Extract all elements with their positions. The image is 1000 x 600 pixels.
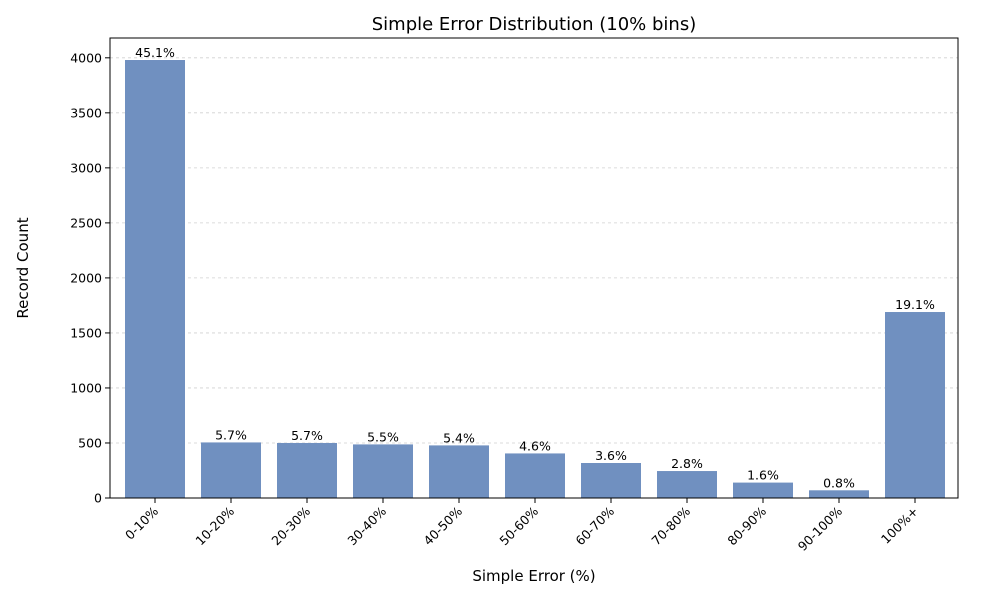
y-tick-label: 3000 — [70, 160, 102, 175]
y-axis-ticks: 0 500 1000 1500 2000 2500 3000 3500 4000 — [70, 50, 110, 506]
x-tick-label: 90-100% — [795, 503, 845, 553]
bar-data-label: 5.4% — [443, 430, 475, 445]
y-tick-label: 500 — [78, 435, 102, 450]
bar-data-label: 19.1% — [895, 297, 935, 312]
x-tick-label: 60-70% — [572, 503, 617, 548]
bars — [125, 60, 945, 498]
y-tick-label: 1500 — [70, 325, 102, 340]
x-tick-label: 20-30% — [268, 503, 313, 548]
bar-data-label: 45.1% — [135, 45, 175, 60]
bar — [809, 490, 869, 498]
x-tick-label: 50-60% — [496, 503, 541, 548]
bar-data-label: 4.6% — [519, 438, 551, 453]
y-tick-label: 4000 — [70, 50, 102, 65]
bar-data-label: 5.7% — [215, 427, 247, 442]
bar — [353, 444, 413, 498]
bar — [429, 445, 489, 498]
bar — [581, 463, 641, 498]
plot-frame — [109, 37, 959, 499]
y-tick-label: 2500 — [70, 215, 102, 230]
x-axis-ticks: 0-10% 10-20% 20-30% 30-40% 40-50% 50-60% 60-70… — [122, 498, 921, 554]
bar — [125, 60, 185, 498]
bar-data-label: 1.6% — [747, 468, 779, 483]
bar — [657, 471, 717, 498]
bar-data-label: 5.7% — [291, 428, 323, 443]
y-tick-label: 3500 — [70, 105, 102, 120]
bar — [277, 442, 337, 498]
x-tick-label: 100%+ — [878, 504, 921, 547]
x-tick-label: 40-50% — [420, 503, 465, 548]
data-labels: 45.1% 5.7% 5.7% 5.5% 5.4% 4.6% 3.6% 2.8% 1.6% 0.8… — [135, 45, 935, 490]
y-tick-label: 0 — [94, 491, 102, 506]
x-tick-label: 0-10% — [122, 503, 161, 542]
bar-data-label: 3.6% — [595, 448, 627, 463]
bar — [505, 453, 565, 498]
x-tick-label: 10-20% — [192, 503, 237, 548]
grid-lines — [110, 57, 958, 444]
bar-data-label: 5.5% — [367, 429, 399, 444]
x-tick-label: 30-40% — [344, 503, 389, 548]
bar — [733, 482, 793, 498]
y-tick-label: 2000 — [70, 270, 102, 285]
bar — [885, 312, 945, 498]
x-tick-label: 80-90% — [724, 503, 769, 548]
y-axis-label: Record Count — [14, 217, 32, 318]
x-axis-label: Simple Error (%) — [472, 567, 595, 585]
bar-data-label: 0.8% — [823, 475, 855, 490]
x-tick-label: 70-80% — [648, 503, 693, 548]
y-tick-label: 1000 — [70, 380, 102, 395]
chart-title: Simple Error Distribution (10% bins) — [372, 14, 697, 35]
bar-data-label: 2.8% — [671, 456, 703, 471]
bar — [201, 442, 261, 498]
